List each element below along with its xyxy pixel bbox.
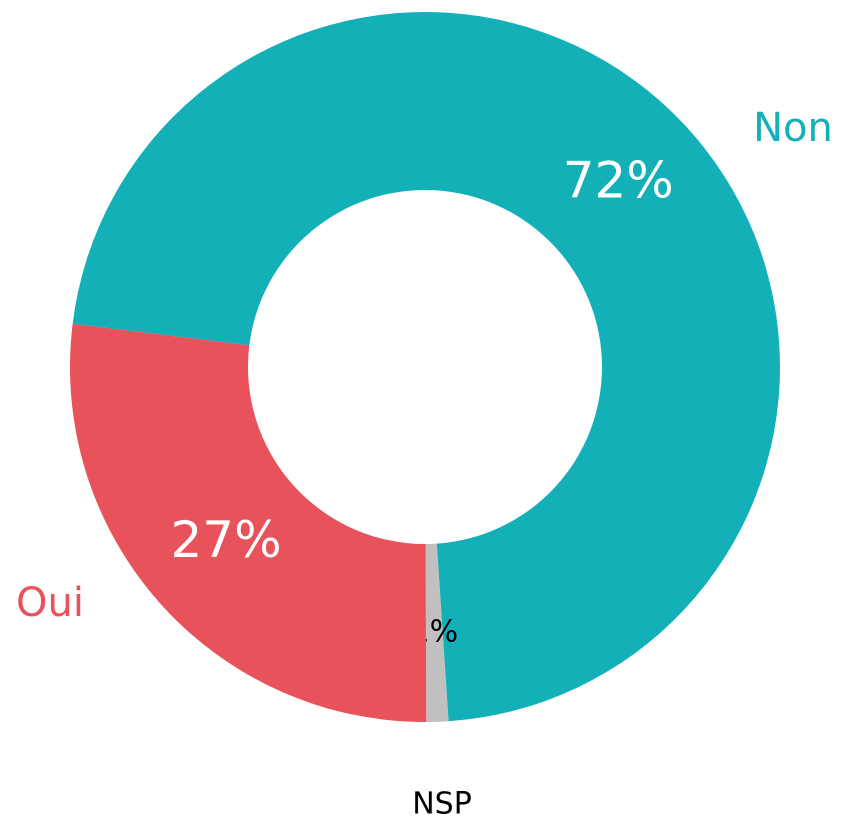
donut-slice <box>70 323 427 722</box>
value-label: 27% <box>171 511 282 569</box>
category-label: NSP <box>412 787 472 820</box>
donut-slice <box>425 543 449 722</box>
category-label: Non <box>753 105 833 151</box>
donut-slice <box>72 11 780 722</box>
value-label: 72% <box>563 152 674 210</box>
category-label: Oui <box>16 580 84 626</box>
